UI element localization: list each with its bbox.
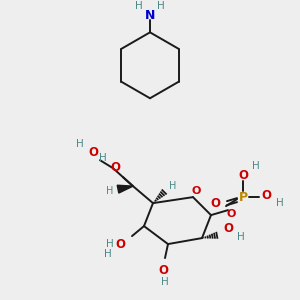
Text: H: H [106, 186, 114, 196]
Text: N: N [145, 9, 155, 22]
Text: O: O [158, 263, 168, 277]
Text: H: H [276, 198, 284, 208]
Text: O: O [88, 146, 98, 159]
Text: O: O [226, 209, 236, 219]
Text: O: O [261, 189, 271, 202]
Polygon shape [117, 185, 133, 193]
Text: O: O [223, 222, 233, 235]
Text: H: H [157, 2, 165, 11]
Text: H: H [104, 249, 112, 259]
Text: H: H [252, 161, 260, 171]
Text: O: O [238, 169, 248, 182]
Text: O: O [191, 186, 201, 196]
Text: H: H [106, 239, 114, 249]
Text: O: O [110, 161, 120, 174]
Text: H: H [76, 139, 84, 149]
Text: O: O [115, 238, 125, 250]
Text: P: P [238, 190, 247, 204]
Text: H: H [169, 181, 177, 191]
Text: H: H [161, 277, 169, 287]
Text: H: H [99, 153, 107, 163]
Text: H: H [237, 232, 245, 242]
Text: H: H [135, 2, 143, 11]
Text: O: O [210, 196, 220, 210]
